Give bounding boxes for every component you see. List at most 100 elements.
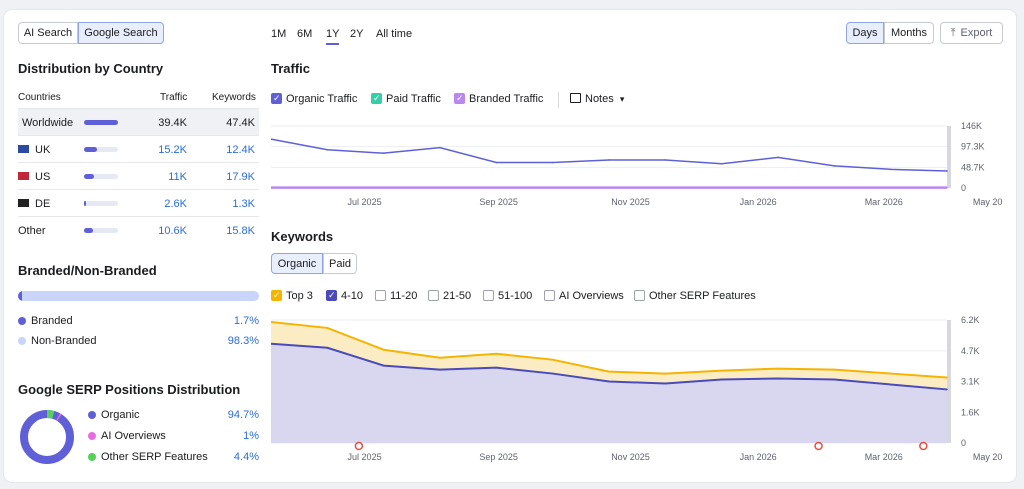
serp-other-value[interactable]: 4.4%	[233, 451, 259, 463]
traffic-title: Traffic	[271, 61, 311, 76]
range-1m[interactable]: 1M	[271, 28, 287, 40]
tab-paid[interactable]: Paid	[323, 253, 357, 274]
country-name: UK	[35, 144, 51, 156]
keyword-filter[interactable]: 51-100	[483, 290, 532, 302]
data-point	[326, 186, 329, 189]
traffic-chart[interactable]: 146K 97.3K 48.7K 0 Jul 2025 Sep 2025 Nov 2025 J…	[271, 122, 1002, 226]
keyword-filter[interactable]: 21-50	[428, 290, 471, 302]
scroll-handle[interactable]	[947, 320, 951, 443]
x-tick-label: Jan 2026	[740, 197, 777, 207]
data-point	[551, 358, 554, 361]
keyword-filter-label: 4-10	[341, 290, 364, 302]
keyword-filter-label: AI Overviews	[559, 290, 624, 302]
data-point	[608, 370, 610, 373]
country-traffic[interactable]: 15.2K	[158, 144, 187, 156]
serp-organic-value[interactable]: 94.7%	[227, 409, 259, 421]
keyword-filter[interactable]: Other SERP Features	[634, 290, 756, 302]
table-row[interactable]: Worldwide 39.4K 47.4K	[18, 108, 259, 136]
table-row[interactable]: DE 2.6K 1.3K	[18, 189, 259, 217]
traffic-legend-item[interactable]: ✓ Branded Traffic	[454, 93, 543, 105]
flag-icon	[18, 145, 29, 153]
country-keywords[interactable]: 17.9K	[226, 171, 255, 183]
branded-value[interactable]: 1.7%	[233, 315, 259, 327]
keyword-filter[interactable]: ✓ 4-10	[326, 290, 363, 302]
country-traffic[interactable]: 11K	[168, 171, 187, 183]
keyword-filter[interactable]: 11-20	[375, 290, 417, 302]
non-branded-row: Non-Branded 98.3%	[18, 335, 259, 355]
country-keywords[interactable]: 15.8K	[226, 225, 255, 237]
data-point	[271, 138, 272, 140]
other-dot	[88, 453, 96, 461]
serp-ai-row: AI Overviews 1%	[88, 430, 259, 451]
data-point	[326, 148, 329, 151]
checkbox-icon	[375, 290, 386, 301]
data-point	[833, 378, 836, 381]
data-point	[777, 377, 779, 380]
col-keywords[interactable]: Keywords	[212, 92, 256, 103]
google-update-icon[interactable]	[919, 441, 928, 451]
export-button[interactable]: ⤒ Export	[940, 22, 1003, 44]
keywords-chart[interactable]: 6.2K 4.7K 3.1K 1.6K 0 Jul 2025 Sep 2025 Nov 202…	[271, 316, 1002, 474]
col-traffic[interactable]: Traffic	[160, 92, 188, 103]
country-traffic[interactable]: 2.6K	[164, 198, 187, 210]
country-keywords[interactable]: 1.3K	[232, 198, 255, 210]
checkbox-icon	[428, 290, 439, 301]
traffic-legend-item[interactable]: ✓ Paid Traffic	[371, 93, 441, 105]
country-traffic[interactable]: 10.6K	[158, 225, 187, 237]
data-point	[495, 186, 498, 189]
data-point	[439, 186, 441, 189]
range-all-time[interactable]: All time	[376, 28, 413, 40]
ai-search-button[interactable]: AI Search	[18, 22, 78, 44]
donut-ai	[20, 410, 74, 464]
months-button[interactable]: Months	[884, 22, 934, 44]
table-row[interactable]: US 11K 17.9K	[18, 162, 259, 190]
main-card: AI Search Google Search Distribution by …	[4, 10, 1016, 482]
flag-icon	[18, 172, 29, 180]
table-row[interactable]: Other 10.6K 15.8K	[18, 216, 259, 244]
scroll-handle[interactable]	[947, 126, 951, 188]
y-tick-label: 1.6K	[961, 407, 980, 417]
data-point	[271, 343, 272, 345]
range-2y[interactable]: 2Y	[350, 28, 364, 40]
data-point	[326, 327, 329, 329]
country-keywords: 47.4K	[226, 117, 255, 129]
non-branded-value[interactable]: 98.3%	[227, 335, 259, 347]
legend-divider	[558, 92, 559, 108]
notes-button[interactable]: Notes ▾	[570, 93, 624, 105]
google-search-button[interactable]: Google Search	[78, 22, 164, 44]
data-point	[439, 368, 441, 371]
data-point	[889, 168, 892, 171]
checkbox-icon: ✓	[271, 93, 282, 104]
country-keywords[interactable]: 12.4K	[226, 144, 255, 156]
table-row[interactable]: UK 15.2K 12.4K	[18, 135, 259, 163]
google-update-icon[interactable]	[354, 441, 364, 451]
data-point	[946, 186, 948, 189]
country-name: Worldwide	[22, 117, 74, 129]
serp-legend: Organic 94.7% AI Overviews 1% Other SERP…	[88, 409, 259, 472]
range-6m[interactable]: 6M	[297, 28, 313, 40]
tab-organic[interactable]: Organic	[271, 253, 323, 274]
data-point	[833, 165, 836, 167]
checkbox-icon: ✓	[454, 93, 465, 104]
keyword-filter[interactable]: AI Overviews	[544, 290, 624, 302]
x-tick-label: Jul 2025	[348, 452, 382, 462]
series-area	[271, 343, 947, 443]
country-share-fill	[84, 201, 87, 206]
serp-organic-label: Organic	[101, 409, 140, 421]
non-branded-label: Non-Branded	[31, 335, 97, 347]
serp-ai-value[interactable]: 1%	[243, 430, 259, 442]
data-point	[382, 186, 385, 189]
days-button[interactable]: Days	[846, 22, 884, 44]
data-point	[777, 156, 779, 159]
branded-bar	[18, 291, 259, 301]
google-update-icon[interactable]	[814, 441, 823, 451]
range-1y[interactable]: 1Y	[326, 28, 340, 45]
traffic-legend-item[interactable]: ✓ Organic Traffic	[271, 93, 357, 105]
country-section-title: Distribution by Country	[18, 61, 164, 76]
data-point	[720, 162, 723, 165]
data-point	[889, 186, 892, 189]
keyword-filter[interactable]: ✓ Top 3	[271, 290, 313, 302]
checkbox-icon: ✓	[271, 290, 282, 301]
non-branded-dot	[18, 337, 26, 345]
country-share-fill	[84, 174, 94, 179]
